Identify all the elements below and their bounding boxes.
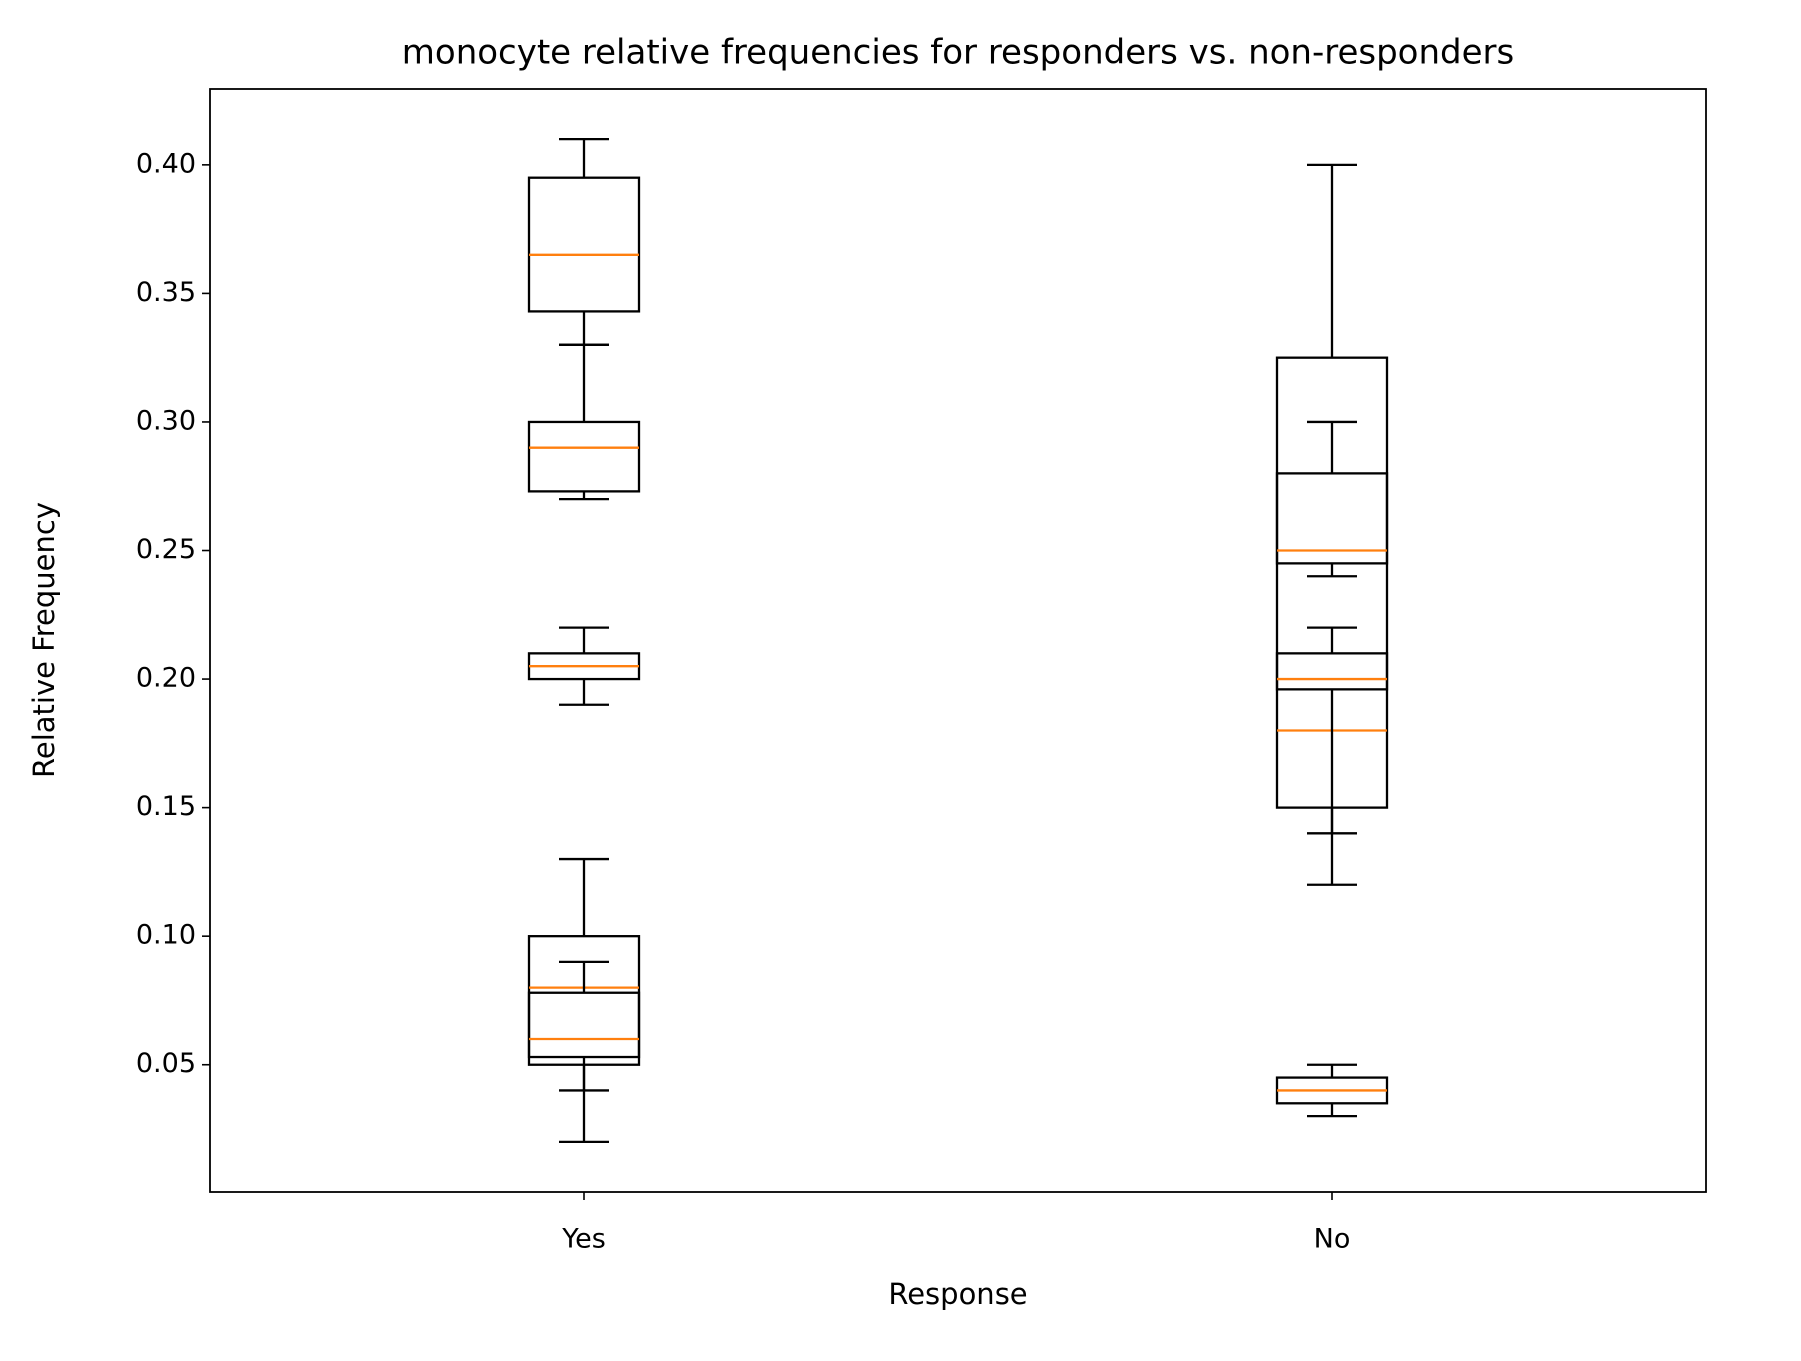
y-axis-label: Relative Frequency bbox=[27, 502, 61, 778]
box bbox=[527, 176, 641, 313]
box bbox=[1275, 652, 1389, 691]
box bbox=[527, 935, 641, 1066]
y-tick-label: 0.30 bbox=[136, 405, 196, 436]
plot-frame bbox=[209, 88, 1707, 1193]
x-axis-label: Response bbox=[888, 1277, 1027, 1311]
box bbox=[527, 991, 641, 1059]
x-tick-label: Yes bbox=[561, 1224, 606, 1255]
y-tick-label: 0.15 bbox=[136, 791, 196, 822]
y-tick-label: 0.25 bbox=[136, 534, 196, 565]
y-tick-label: 0.40 bbox=[136, 148, 196, 179]
chart-title: monocyte relative frequencies for respon… bbox=[402, 33, 1514, 73]
y-tick-label: 0.20 bbox=[136, 663, 196, 694]
box bbox=[527, 420, 641, 493]
y-tick-label: 0.35 bbox=[136, 277, 196, 308]
x-tick-label: No bbox=[1314, 1224, 1351, 1255]
y-tick-label: 0.10 bbox=[136, 920, 196, 951]
box bbox=[1275, 472, 1389, 565]
y-tick-label: 0.05 bbox=[136, 1048, 196, 1079]
